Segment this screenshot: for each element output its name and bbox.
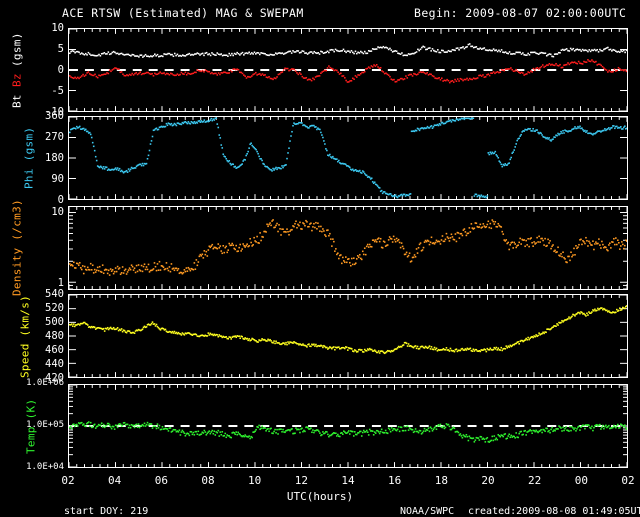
x-tick-marks — [69, 29, 627, 111]
panel-density — [68, 206, 628, 290]
series-bz — [69, 59, 627, 84]
ytick-label: 1 — [57, 277, 64, 290]
ytick-label: 270 — [45, 131, 64, 143]
y-tick-marks — [69, 295, 627, 377]
xaxis-title: UTC(hours) — [286, 490, 354, 503]
xtick-label: 08 — [201, 474, 215, 487]
panel-plot-area — [69, 385, 627, 467]
plot-title: ACE RTSW (Estimated) MAG & SWEPAM — [62, 6, 304, 20]
xtick-label: 10 — [248, 474, 262, 487]
plot-header: ACE RTSW (Estimated) MAG & SWEPAM Begin:… — [0, 6, 640, 22]
ytick-label: 1.0E+04 — [26, 462, 64, 472]
xtick-label: 18 — [434, 474, 448, 487]
ytick-label: 10 — [51, 22, 64, 34]
ytick-label: 1.0E+06 — [26, 378, 64, 388]
series-temp — [69, 421, 627, 443]
series-density — [69, 219, 627, 276]
ytick-label: 440 — [45, 358, 64, 370]
ytick-label: 420 — [45, 372, 64, 384]
x-tick-marks — [69, 117, 627, 199]
panel-plot-area — [69, 295, 627, 377]
y-tick-marks — [69, 212, 627, 289]
series-bt — [69, 43, 627, 58]
panel-plot-area — [69, 29, 627, 111]
ytick-label: 10 — [51, 205, 64, 218]
panel-phi — [68, 116, 628, 200]
ytick-label: -10 — [45, 106, 64, 118]
panel-speed — [68, 294, 628, 378]
y-tick-marks — [69, 117, 627, 199]
series-speed — [69, 305, 627, 355]
xtick-label: 02 — [61, 474, 75, 487]
xtick-label: 02 — [621, 474, 635, 487]
xtick-label: 00 — [574, 474, 588, 487]
x-tick-marks — [69, 207, 627, 289]
xtick-label: 16 — [388, 474, 402, 487]
ytick-label: 460 — [45, 344, 64, 356]
xtick-label: 14 — [341, 474, 355, 487]
xtick-label: 06 — [154, 474, 168, 487]
ytick-label: 480 — [45, 330, 64, 342]
series-phi — [69, 117, 627, 199]
xtick-label: 22 — [528, 474, 542, 487]
panel-bt-bz — [68, 28, 628, 112]
x-tick-marks — [69, 295, 627, 377]
begin-time-label: Begin: 2009-08-07 02:00:00UTC — [414, 6, 627, 20]
ytick-label: 520 — [45, 302, 64, 314]
xtick-label: 04 — [108, 474, 122, 487]
ytick-label: 500 — [45, 316, 64, 328]
ytick-label: 0 — [57, 194, 64, 206]
panel-plot-area — [69, 207, 627, 289]
ytick-label: 5 — [57, 43, 64, 55]
xtick-label: 20 — [481, 474, 495, 487]
ytick-label: 90 — [51, 173, 64, 185]
ytick-label: 180 — [45, 152, 64, 164]
ytick-label: 1.0E+05 — [26, 420, 64, 430]
x-tick-marks — [69, 385, 627, 467]
panel-temp — [68, 384, 628, 468]
xtick-label: 12 — [294, 474, 308, 487]
ytick-label: 0 — [57, 64, 64, 76]
ytick-label: 540 — [45, 288, 64, 300]
panel-plot-area — [69, 117, 627, 199]
ytick-label: 360 — [45, 110, 64, 122]
ytick-label: -5 — [51, 85, 64, 97]
